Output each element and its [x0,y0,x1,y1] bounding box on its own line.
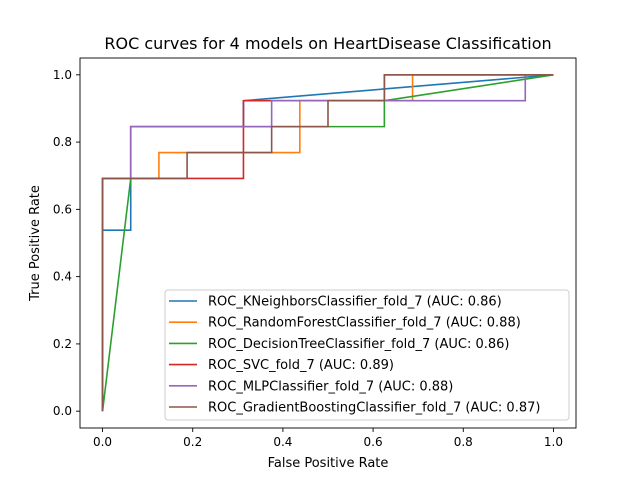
y-tick-label: 1.0 [53,68,72,82]
x-tick-label: 1.0 [544,435,563,449]
legend-entry-label: ROC_RandomForestClassifier_fold_7 (AUC: … [208,316,521,331]
y-axis-ticks: 0.0 0.2 0.4 0.6 0.8 1.0 [53,68,80,418]
x-tick-label: 0.2 [183,435,202,449]
x-axis-ticks: 0.0 0.2 0.4 0.6 0.8 1.0 [93,428,563,449]
legend-box [164,289,570,421]
legend-entry-label: ROC_DecisionTreeClassifier_fold_7 (AUC: … [208,337,510,352]
y-tick-label: 0.8 [53,135,72,149]
x-tick-label: 0.4 [273,435,292,449]
roc-series-line-6 [101,74,554,412]
y-tick-label: 0.6 [53,202,72,216]
x-tick-label: 0.6 [364,435,383,449]
plot-area [79,57,577,429]
y-tick-label: 0.2 [53,337,72,351]
y-axis-label: True Positive Rate [28,185,43,302]
y-tick-label: 0.4 [53,270,72,284]
legend-entry-label: ROC_GradientBoostingClassifier_fold_7 (A… [208,401,540,416]
chart-title: ROC curves for 4 models on HeartDisease … [104,34,551,53]
legend-entry-label: ROC_MLPClassifier_fold_7 (AUC: 0.88) [208,379,453,394]
plot-frame [79,57,577,429]
x-axis-label: False Positive Rate [268,456,389,471]
y-tick-label: 0.0 [53,404,72,418]
x-tick-label: 0.8 [454,435,473,449]
legend: ROC_KNeighborsClassifier_fold_7 (AUC: 0.… [164,289,570,421]
legend-entry-label: ROC_SVC_fold_7 (AUC: 0.89) [208,358,394,373]
legend-entry-label: ROC_KNeighborsClassifier_fold_7 (AUC: 0.… [208,295,502,310]
x-tick-label: 0.0 [93,435,112,449]
